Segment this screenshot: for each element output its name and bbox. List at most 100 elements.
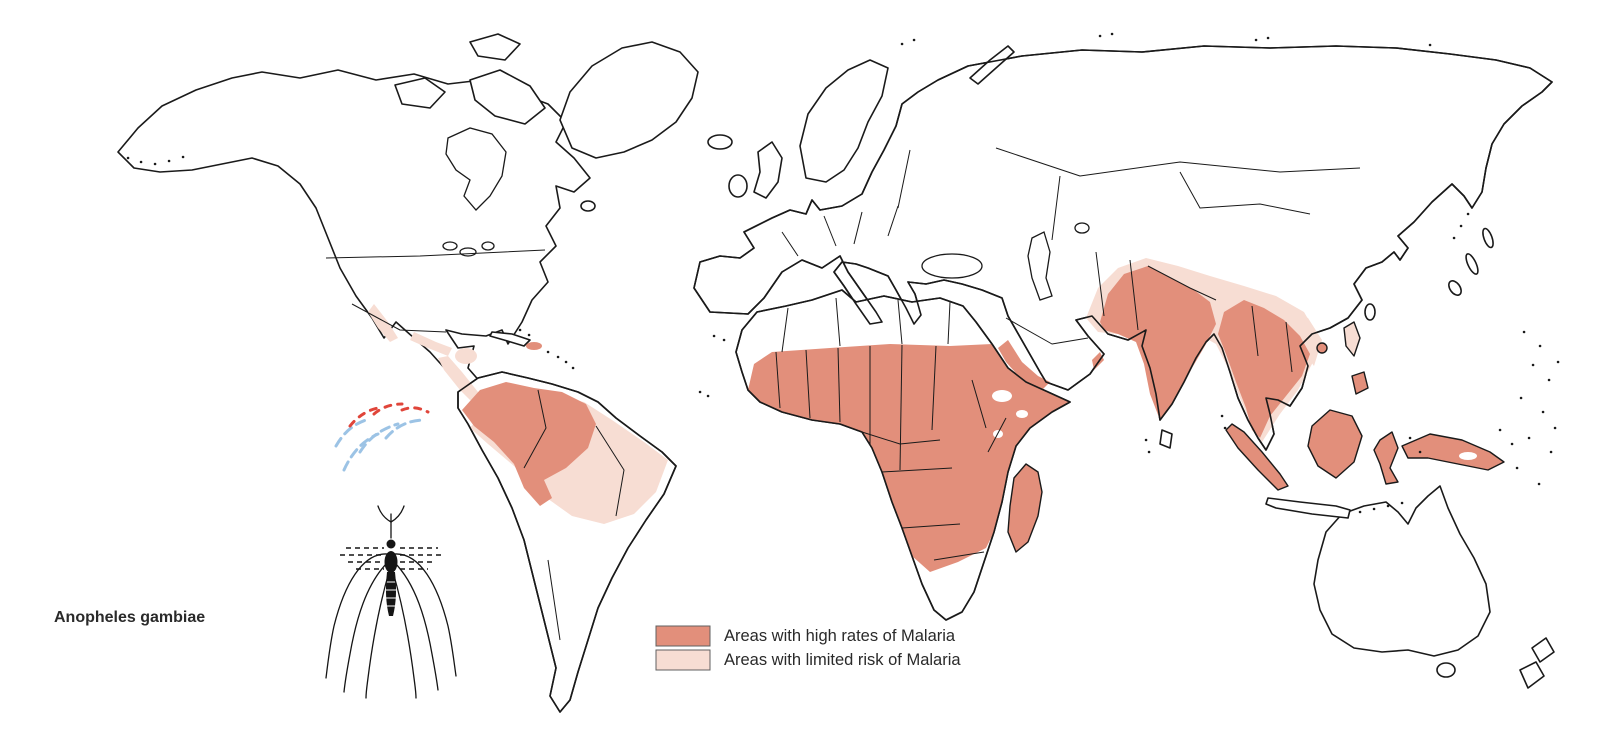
united-kingdom <box>753 141 783 199</box>
japan-kyushu <box>1448 280 1462 296</box>
border-libya-egypt <box>897 299 903 345</box>
border-brazil-south <box>595 425 625 517</box>
border-drc-south <box>881 467 953 473</box>
ireland <box>728 174 748 198</box>
border-us-mexico <box>351 303 447 333</box>
border-southern-africa <box>933 551 985 561</box>
border-algeria-libya <box>835 297 841 347</box>
legend-label-high: Areas with high rates of Malaria <box>724 627 956 645</box>
border-sudan-chad <box>931 345 937 431</box>
caspian-sea <box>1027 231 1053 301</box>
mosquito-leg-right-1 <box>393 553 457 677</box>
baffin-island <box>469 69 546 125</box>
taiwan <box>1364 303 1376 321</box>
mosquito-legs <box>325 553 457 699</box>
hudson-bay <box>445 127 507 211</box>
legend: Areas with high rates of Malaria Areas w… <box>655 625 961 671</box>
border-brazil-west <box>523 389 547 469</box>
mosquito-body <box>377 505 405 616</box>
mosquito-leg-left-2 <box>343 561 389 693</box>
legend-label-limited: Areas with limited risk of Malaria <box>724 651 961 669</box>
iceland <box>707 134 733 150</box>
mosquito-leg-left-1 <box>325 553 389 679</box>
high-india-pakistan <box>1100 266 1216 420</box>
legend-swatch-high <box>655 625 711 647</box>
sumatra <box>1225 423 1289 491</box>
border-central-asia <box>1051 175 1061 241</box>
species-label: Anopheles gambiae <box>54 609 205 626</box>
border-ethiopia <box>971 379 987 429</box>
malaria-high-regions <box>462 266 1328 572</box>
mosquito-wing-blur <box>340 547 444 570</box>
country-borders <box>325 147 1361 641</box>
mosquito-leg-left-3 <box>365 571 390 699</box>
high-hainan <box>1316 342 1328 354</box>
pacific-dots <box>1498 330 1560 486</box>
border-sahel-3 <box>837 347 841 423</box>
border-car-drc <box>861 431 941 445</box>
java-island <box>1265 497 1351 519</box>
japan-hokkaido <box>1482 227 1494 249</box>
indian-ocean-dots <box>1144 414 1227 454</box>
great-lake-3 <box>481 241 495 251</box>
flight-trail-red-3 <box>400 406 430 414</box>
black-sea <box>921 253 983 279</box>
lesser-sunda-dots <box>1358 436 1422 514</box>
mosquito-abdomen-segments <box>386 581 396 607</box>
aleutian-dots <box>126 155 185 166</box>
madagascar <box>1007 463 1043 553</box>
white-patch-new-guinea <box>1459 452 1477 460</box>
aral-sea <box>1074 222 1090 234</box>
border-russia-kazakhstan <box>995 147 1361 177</box>
greenland <box>559 41 699 159</box>
great-lake-2 <box>459 247 477 257</box>
border-sahel-5 <box>899 344 903 471</box>
newfoundland <box>580 200 596 212</box>
border-morocco-algeria <box>781 307 789 353</box>
mosquito-antenna-left <box>377 505 392 523</box>
new-zealand-south <box>1519 661 1545 689</box>
border-russia-west <box>897 149 911 209</box>
ellesmere-island <box>469 33 521 61</box>
flight-trail-red-1 <box>348 406 380 428</box>
border-europe-2 <box>823 215 837 247</box>
border-india-north <box>1147 265 1217 301</box>
island-dot-chains <box>126 32 1560 514</box>
border-myanmar-thailand <box>1251 305 1259 357</box>
victoria-island <box>394 77 446 109</box>
mosquito-leg-right-2 <box>393 561 439 691</box>
border-europe-3 <box>853 211 863 245</box>
caribbean-dots <box>518 328 575 370</box>
border-saudi-yemen <box>1005 317 1089 345</box>
philippines-mindanao <box>1351 371 1369 395</box>
philippines-luzon <box>1343 321 1361 357</box>
border-angola-zambia <box>901 523 961 529</box>
kuril-dots <box>1452 212 1470 240</box>
legend-swatch-limited <box>655 649 711 671</box>
arctic-dots <box>900 32 1432 47</box>
flight-trails <box>334 402 430 472</box>
high-hispaniola <box>526 342 542 350</box>
limited-mexico-east <box>410 332 452 356</box>
japan-honshu <box>1465 253 1479 275</box>
high-south-america <box>462 382 596 506</box>
border-us-canada <box>325 249 546 259</box>
flight-trail-blue-4 <box>334 418 368 448</box>
border-chile-argentina <box>547 559 561 641</box>
mosquito-illustration <box>325 402 457 699</box>
mosquito-abdomen <box>385 572 397 616</box>
border-kenya-tanzania <box>987 417 1007 453</box>
border-iran-afghanistan <box>1095 251 1105 317</box>
australia <box>1313 485 1491 657</box>
border-sahel-2 <box>805 349 811 419</box>
mosquito-head <box>386 539 396 549</box>
sri-lanka <box>1159 429 1173 449</box>
atlantic-dots <box>698 334 726 398</box>
border-laos-vietnam <box>1285 321 1293 373</box>
scandinavia <box>799 59 889 183</box>
limited-mexico-west <box>368 304 398 342</box>
novaya-zemlya <box>969 45 1015 85</box>
mosquito-thorax <box>384 551 398 573</box>
